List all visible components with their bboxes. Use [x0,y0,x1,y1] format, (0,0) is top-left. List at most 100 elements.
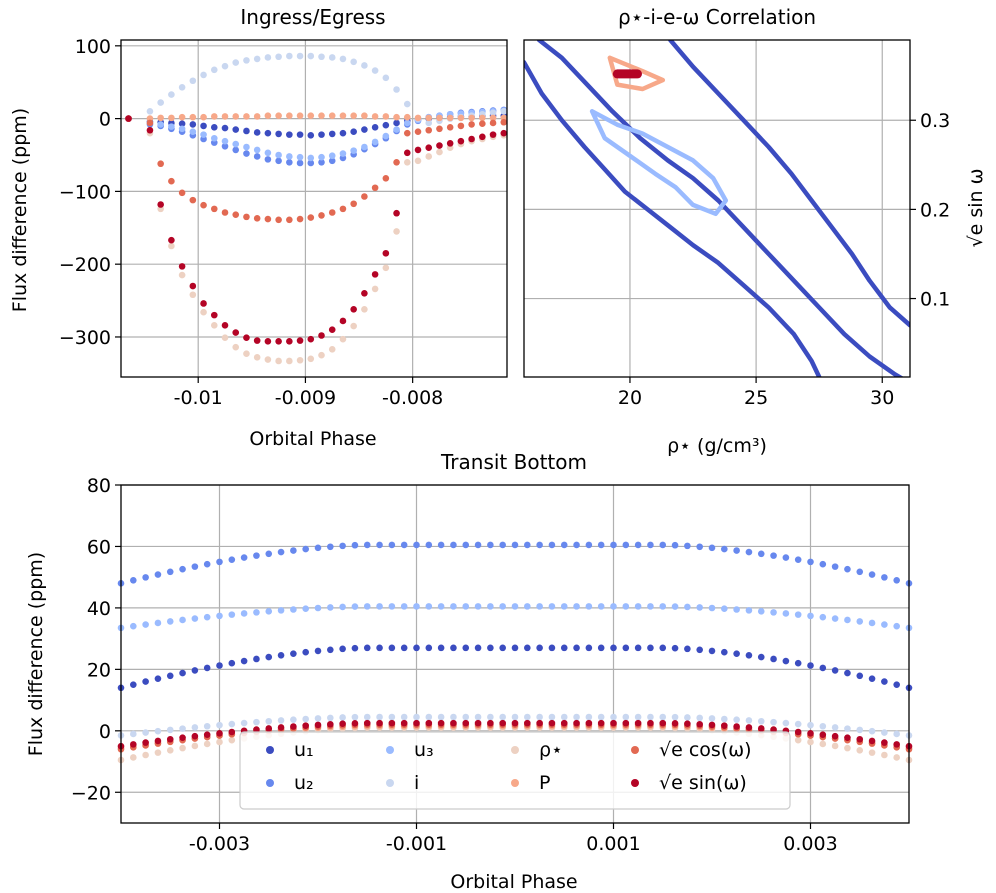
data-point-esin [393,209,400,217]
data-point-esin [757,725,765,732]
data-point-P [414,114,422,122]
data-point-u3 [733,606,740,613]
data-point-u2 [130,577,137,584]
data-point-ecos [232,211,240,218]
data-point-u3 [511,603,519,610]
data-point-esin [708,721,716,729]
data-point-i [393,86,400,93]
data-point-rho [275,357,282,365]
y-tick-label: 0 [99,721,111,743]
data-point-u1 [376,644,383,652]
data-point-u1 [597,644,605,652]
data-point-rho [189,291,197,299]
data-point-u2 [560,541,568,549]
data-point-u3 [807,612,814,620]
data-point-u3 [403,119,411,127]
data-point-u1 [277,652,285,659]
x-tick-label: 20 [618,387,642,409]
data-point-u2 [307,159,315,167]
data-point-esin [363,719,371,727]
data-point-esin [425,144,433,152]
legend-marker-i [386,779,394,787]
data-point-u3 [610,603,617,610]
data-point-u2 [573,541,580,549]
data-point-esin [125,115,132,122]
data-point-esin [721,722,728,729]
data-point-i [499,713,506,721]
data-point-u1 [400,644,408,652]
ingress-points [125,52,508,365]
data-point-ecos [479,120,486,128]
data-point-u3 [166,618,174,625]
data-point-rho [318,351,325,359]
data-point-u1 [382,121,390,129]
data-point-esin [819,731,827,739]
data-point-u1 [296,131,304,138]
data-point-esin [275,338,282,345]
data-point-i [277,717,285,724]
correlation-frame [523,39,911,378]
x-tick-label: -0.008 [382,387,443,409]
data-point-u3 [844,616,851,624]
data-point-rho [216,738,223,746]
contour-outer [536,40,904,377]
data-point-u3 [474,603,482,610]
data-point-i [881,729,888,736]
data-point-ecos [318,212,325,219]
data-point-u1 [536,644,543,652]
data-point-u3 [425,603,433,610]
data-point-u1 [240,657,248,665]
data-point-u1 [585,644,593,652]
data-point-esin [597,719,605,727]
data-point-u3 [770,609,777,616]
data-point-rho [232,343,240,351]
data-point-u2 [437,541,445,549]
transit-bottom-panel: Transit Bottom -0.003 -0.001 0.001 0.003 80… [25,450,913,893]
data-point-u3 [696,604,703,611]
data-point-P [328,112,336,119]
y-tick-label: 60 [87,536,111,558]
legend-label-rho: ρ⋆ [539,739,563,761]
data-point-u2 [757,550,765,558]
data-point-u2 [400,541,408,549]
data-point-rho [221,334,229,341]
data-point-esin [189,282,197,290]
data-point-i [413,713,420,721]
legend-box [239,731,791,810]
data-point-u1 [328,130,336,138]
data-point-u3 [548,603,556,610]
data-point-ecos [168,177,175,185]
data-point-ecos [393,158,400,166]
data-point-rho [328,346,336,353]
data-point-i [376,713,383,721]
data-point-esin [536,719,543,727]
data-point-i [318,53,325,61]
data-point-u1 [302,648,309,656]
data-point-i [216,721,223,729]
data-point-esin [146,126,154,134]
data-point-i [275,53,282,61]
correlation-contours [524,40,910,377]
data-point-u1 [425,644,433,652]
transit-y-ticks: 80 60 40 20 0 −20 [71,475,121,804]
data-point-u1 [524,644,531,652]
data-point-esin [265,725,273,732]
data-point-i [339,55,347,63]
y-tick-label: 0.1 [920,289,950,311]
correlation-x-label: ρ⋆ (g/cm³) [667,435,767,457]
data-point-P [200,113,207,121]
data-point-ecos [296,215,304,223]
data-point-u1 [307,132,315,139]
data-point-rho [881,751,888,759]
data-point-i [745,717,753,724]
data-point-i [659,713,667,721]
data-point-u1 [819,664,827,672]
data-point-u2 [671,541,679,549]
data-point-P [253,113,261,120]
data-point-P [307,112,315,119]
data-point-esin [350,306,357,313]
data-point-ecos [157,160,164,168]
data-point-u2 [585,541,593,549]
data-point-u1 [437,644,445,652]
data-point-i [203,722,211,730]
